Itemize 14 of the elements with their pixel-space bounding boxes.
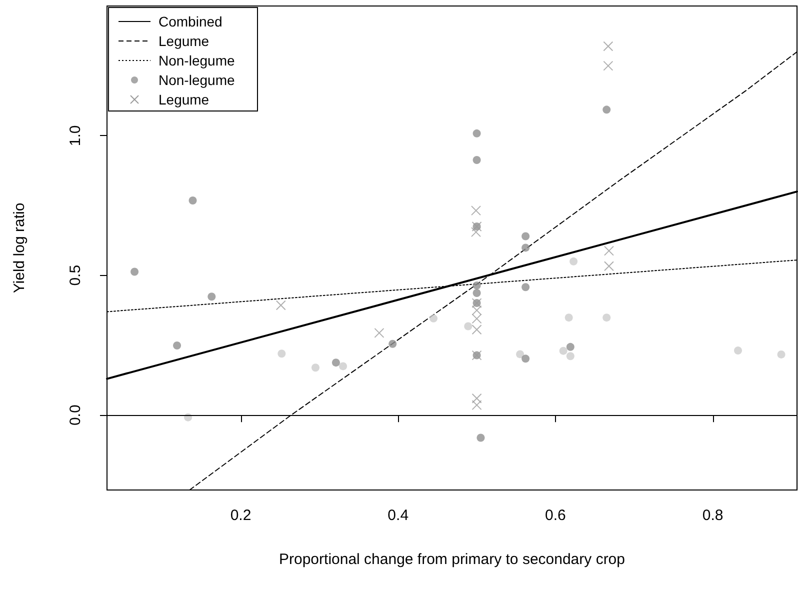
x-axis-title: Proportional change from primary to secondary crop	[279, 551, 625, 568]
x-tick-label: 0.8	[702, 507, 724, 524]
x-tick-label: 0.2	[230, 507, 252, 524]
y-tick-label: 0.0	[67, 404, 84, 426]
x-tick-label: 0.4	[388, 507, 409, 524]
y-tick-label: 0.5	[67, 264, 84, 286]
legend-label: Non-legume	[158, 72, 235, 88]
y-axis-title: Yield log ratio	[11, 202, 28, 294]
legend-label: Non-legume	[158, 52, 235, 68]
legend-label: Combined	[158, 14, 222, 30]
y-tick-label: 1.0	[67, 125, 84, 146]
legend-label: Legume	[158, 92, 210, 108]
x-tick-label: 0.6	[545, 507, 566, 524]
legend-label: Legume	[158, 33, 210, 49]
